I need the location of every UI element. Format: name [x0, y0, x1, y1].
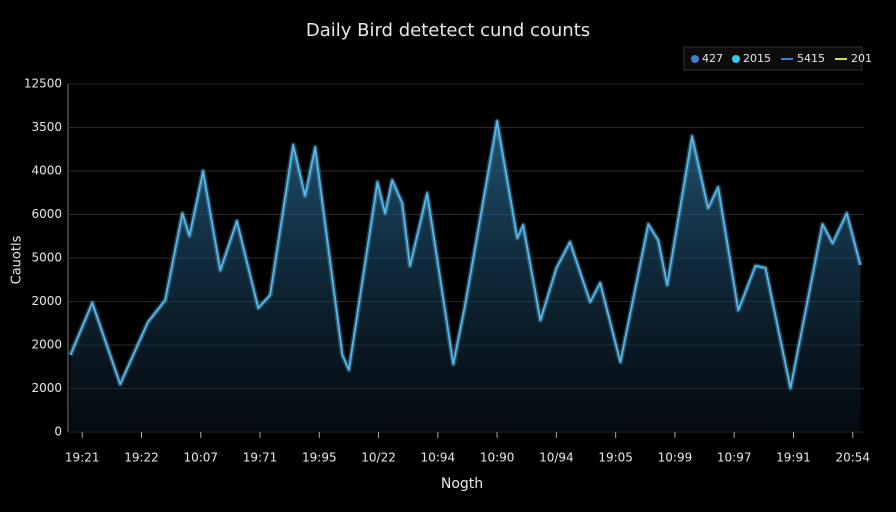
y-tick-label: 12500 [24, 77, 62, 91]
x-tick-label: 10/22 [361, 451, 396, 465]
x-tick-label: 10:07 [183, 451, 218, 465]
line [69, 120, 862, 389]
y-tick-label: 2000 [31, 338, 62, 352]
legend-label: 427 [702, 52, 723, 65]
x-tick-label: 19:22 [124, 451, 159, 465]
legend-marker [732, 55, 740, 63]
y-tick-label: 2000 [31, 294, 62, 308]
y-tick-label: 0 [54, 425, 62, 439]
chart-title: Daily Bird detetect cund counts [306, 20, 590, 41]
x-tick-label: 10/94 [539, 451, 574, 465]
x-tick-label: 10:97 [717, 451, 752, 465]
y-axis-label: Cauotls [10, 235, 25, 284]
x-tick-label: 19:95 [302, 451, 337, 465]
x-axis-label: Nogth [441, 476, 483, 492]
y-tick-label: 2000 [31, 381, 62, 395]
x-tick-label: 19:71 [243, 451, 278, 465]
x-tick-label: 20:54 [835, 451, 870, 465]
legend-label: 2015 [743, 52, 771, 65]
x-tick-label: 10:99 [658, 451, 693, 465]
area [70, 121, 861, 432]
y-tick-label: 6000 [31, 207, 62, 221]
y-tick-label: 3500 [31, 120, 62, 134]
x-tick-label: 10:90 [480, 451, 515, 465]
x-tick-label: 19:91 [776, 451, 811, 465]
y-tick-label: 5000 [31, 251, 62, 265]
legend-marker [691, 55, 699, 63]
legend-label: 5415 [797, 52, 825, 65]
x-tick-label: 19:21 [65, 451, 100, 465]
legend-box [683, 46, 863, 71]
legend-label: 201 [851, 52, 872, 65]
x-tick-label: 10:94 [421, 451, 456, 465]
x-tick-label: 19:05 [598, 451, 633, 465]
y-tick-label: 4000 [31, 164, 62, 178]
